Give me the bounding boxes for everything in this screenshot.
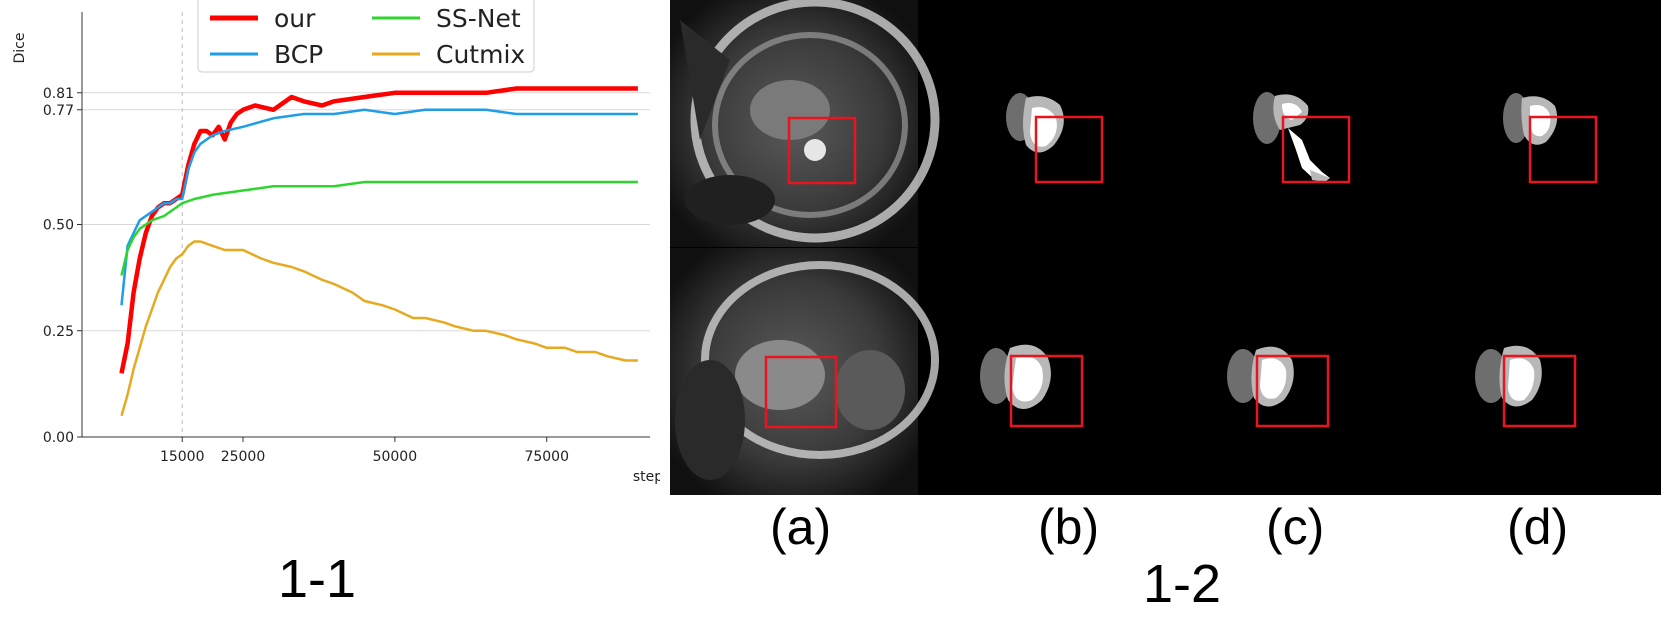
y-tick-label-2: 0.50 (43, 218, 74, 234)
highlight-box-b-top (1034, 115, 1104, 184)
y-tick-label-0: 0.00 (43, 430, 74, 446)
mask-c-bottom (1227, 346, 1330, 428)
mask-b-top (1006, 93, 1104, 184)
highlight-box-d-bottom (1502, 354, 1577, 428)
y-tick-label-1: 0.25 (43, 324, 74, 340)
highlight-box-d-top (1528, 115, 1598, 184)
mask-b-bottom (980, 344, 1084, 428)
series-line-cutmix (120, 240, 638, 417)
highlight-box-c-top (1281, 115, 1351, 184)
legend: our BCP SS-Net Cutmix (197, 0, 535, 73)
y-tick-label-4: 0.81 (43, 86, 74, 102)
sublabel-b: (b) (1038, 499, 1100, 555)
panel-label-left: 1-1 (278, 549, 357, 609)
grid-lines (82, 92, 650, 438)
series-line-bcp (120, 108, 638, 306)
mask-d-top (1503, 93, 1598, 184)
sublabel-d: (d) (1507, 499, 1569, 555)
legend-box (197, 0, 535, 73)
panel-label-right: 1-2 (1143, 554, 1222, 614)
highlight-box-b-bottom (1009, 354, 1084, 428)
dice-line-chart: 0.00 0.25 0.50 0.770.81 15000 25000 50000 75000… (12, 0, 660, 485)
y-tick-label-3: 0.77 (43, 103, 74, 119)
highlight-box-a-bottom (764, 355, 838, 429)
axis-ticks: 0.00 0.25 0.50 0.770.81 15000 25000 50000 75000 (43, 86, 569, 465)
highlight-box-c-bottom (1255, 354, 1330, 428)
y-axis-label: Dice (12, 33, 28, 64)
x-tick-label-0: 15000 (160, 449, 205, 465)
legend-label-ss-net: SS-Net (436, 4, 521, 33)
series-lines (119, 86, 638, 417)
mri-image-top (670, 0, 940, 247)
segmentation-panel (670, 0, 1661, 495)
legend-label-bcp: BCP (274, 40, 323, 69)
legend-label-our: our (274, 4, 316, 33)
sublabel-a: (a) (770, 499, 832, 555)
mask-c-top (1253, 92, 1351, 184)
series-line-ss-net (120, 180, 638, 276)
mask-d-bottom (1475, 345, 1577, 428)
x-tick-label-2: 50000 (373, 449, 418, 465)
x-axis-label: step (633, 469, 660, 485)
x-tick-label-1: 25000 (221, 449, 266, 465)
sublabel-c: (c) (1266, 499, 1325, 555)
mri-image-bottom (670, 248, 939, 495)
legend-label-cutmix: Cutmix (436, 40, 525, 69)
x-tick-label-3: 75000 (524, 449, 569, 465)
highlight-box-a-top (787, 116, 857, 185)
